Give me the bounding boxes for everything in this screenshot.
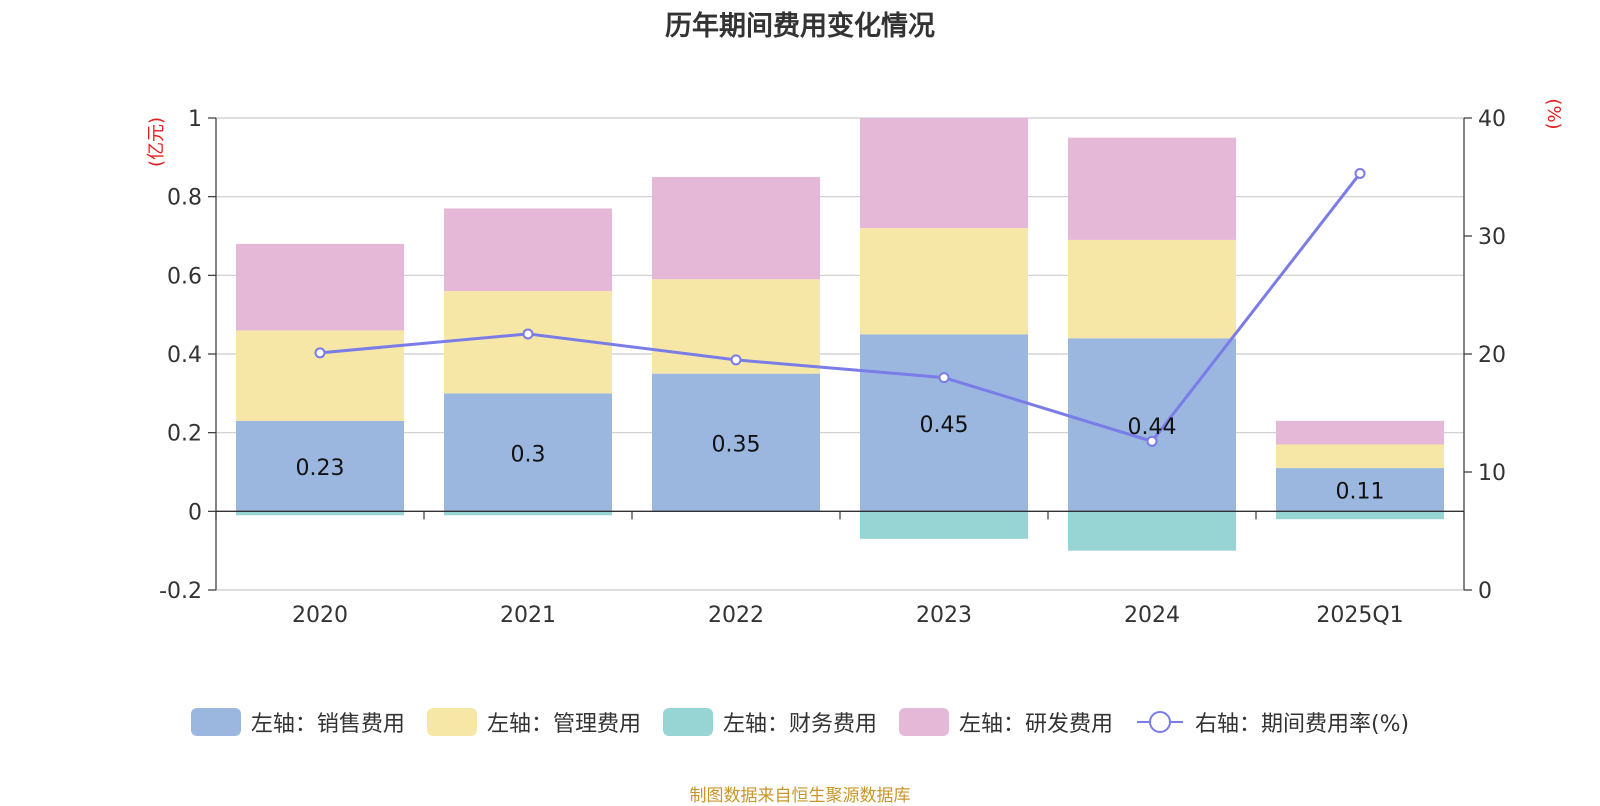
- category-label: 2025Q1: [1316, 603, 1403, 628]
- left-tick-label: 0: [188, 500, 202, 525]
- left-axis-unit: (亿元): [146, 117, 167, 167]
- bar-segment: [236, 330, 404, 421]
- data-label: 0.35: [712, 433, 761, 458]
- bar-series: [236, 118, 1444, 551]
- legend-swatch: [426, 708, 477, 736]
- left-tick-label: 0.2: [167, 422, 202, 447]
- bar-segment: [652, 177, 820, 280]
- bar-segment: [652, 373, 820, 512]
- bar-segment: [1068, 239, 1236, 339]
- rate-point: [1146, 435, 1158, 447]
- legend-item[interactable]: 左轴：销售费用: [190, 706, 405, 738]
- data-label: 0.11: [1336, 480, 1385, 505]
- legend-item[interactable]: 右轴：期间费用率(%): [1135, 706, 1409, 738]
- bar-segment: [444, 511, 612, 516]
- category-label: 2021: [500, 603, 556, 628]
- bar-segment: [860, 118, 1028, 229]
- bar-segment: [1276, 444, 1444, 469]
- right-tick-label: 30: [1478, 225, 1506, 250]
- bar-segment: [860, 228, 1028, 335]
- category-label: 2022: [708, 603, 764, 628]
- bar-segment: [860, 511, 1028, 539]
- left-tick-label: 0.8: [167, 186, 202, 211]
- chart-title: 历年期间费用变化情况: [665, 11, 935, 42]
- bar-segment: [444, 208, 612, 292]
- legend-line-marker-icon: [1136, 711, 1183, 733]
- left-tick-label: 0.4: [167, 343, 202, 368]
- legend-swatch: [190, 708, 241, 736]
- bar-segment: [1276, 511, 1444, 520]
- bar-segment: [236, 420, 404, 512]
- rate-point: [730, 354, 742, 366]
- bar-segment: [1068, 511, 1236, 551]
- right-tick-label: 10: [1478, 461, 1506, 486]
- rate-point: [1354, 167, 1366, 179]
- right-tick-label: 20: [1478, 343, 1506, 368]
- legend-label: 左轴：管理费用: [486, 712, 641, 737]
- bar-segment: [236, 511, 404, 516]
- rate-line: [319, 172, 1362, 444]
- legend-label: 左轴：销售费用: [250, 712, 405, 737]
- bar-segment: [1068, 137, 1236, 240]
- legend-swatch: [898, 708, 949, 736]
- legend-label: 右轴：期间费用率(%): [1194, 712, 1410, 737]
- right-tick-label: 0: [1478, 579, 1492, 604]
- category-label: 2020: [292, 603, 348, 628]
- rate-point: [314, 347, 326, 359]
- category-label: 2024: [1124, 603, 1180, 628]
- left-tick-label: -0.2: [159, 579, 202, 604]
- legend-label: 左轴：研发费用: [958, 712, 1113, 737]
- data-labels: 0.23 0.3 0.35 0.45 0.44 0.11: [296, 413, 1385, 505]
- legend-swatch: [662, 708, 713, 736]
- right-tick-label: 40: [1478, 107, 1506, 132]
- legend-item[interactable]: 左轴：财务费用: [662, 706, 877, 738]
- source-note: 制图数据来自恒生聚源数据库: [689, 786, 911, 806]
- legend: 左轴：销售费用 左轴：管理费用 左轴：财务费用 左轴：研发费用 右轴：期间费用率(%): [0, 706, 1600, 738]
- data-label: 0.44: [1128, 415, 1177, 440]
- gridlines: [216, 117, 1464, 591]
- rate-point: [522, 328, 534, 340]
- data-label: 0.45: [920, 413, 969, 438]
- left-tick-label: 1: [188, 107, 202, 132]
- legend-label: 左轴：财务费用: [722, 712, 877, 737]
- rate-line-series: [314, 167, 1366, 447]
- category-label: 2023: [916, 603, 972, 628]
- right-axis-unit: (%): [1543, 98, 1564, 129]
- bar-segment: [1276, 420, 1444, 445]
- bar-segment: [860, 334, 1028, 512]
- legend-item[interactable]: 左轴：研发费用: [898, 706, 1113, 738]
- bar-segment: [236, 243, 404, 331]
- data-label: 0.23: [296, 456, 345, 481]
- bar-segment: [1276, 468, 1444, 512]
- bar-segment: [444, 393, 612, 512]
- data-label: 0.3: [511, 442, 546, 467]
- left-tick-label: 0.6: [167, 264, 202, 289]
- legend-item[interactable]: 左轴：管理费用: [426, 706, 641, 738]
- rate-point: [938, 372, 950, 384]
